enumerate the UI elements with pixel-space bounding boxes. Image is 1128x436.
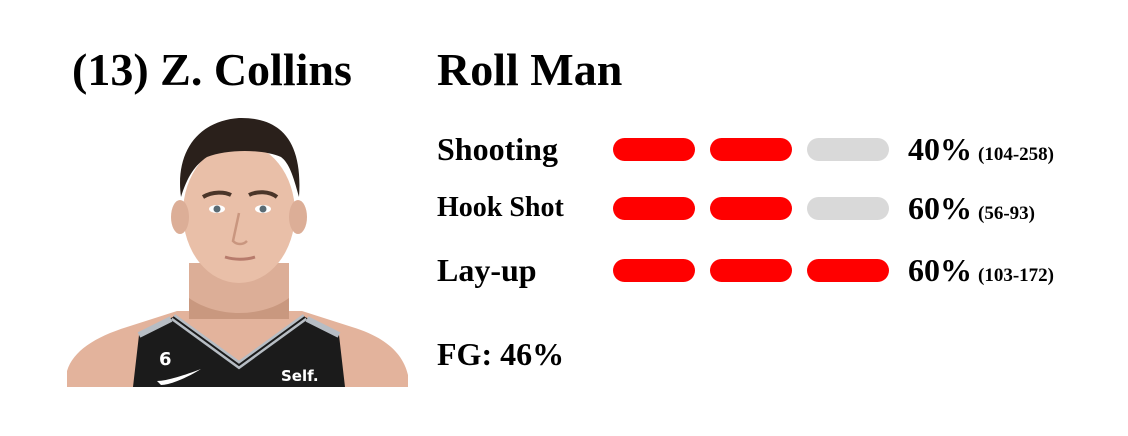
player-role: Roll Man xyxy=(437,44,623,95)
stat-row-hook-shot: Hook Shot 60% (56-93) xyxy=(437,188,1117,228)
hair xyxy=(180,117,300,197)
stat-bar-segment xyxy=(710,138,792,161)
stat-row-lay-up: Lay-up 60% (103-172) xyxy=(437,250,1117,290)
player-photo: 6 Self. xyxy=(67,117,408,387)
stat-percentage: 60% (103-172) xyxy=(908,250,1054,296)
stat-row-shooting: Shooting 40% (104-258) xyxy=(437,129,1117,169)
player-name: (13) Z. Collins xyxy=(72,44,352,95)
stat-bar-segment xyxy=(807,197,889,220)
neck xyxy=(189,263,289,319)
stat-bar-segment xyxy=(613,138,695,161)
stat-bar-segment xyxy=(807,138,889,161)
stat-percentage: 60% (56-93) xyxy=(908,188,1035,234)
stat-pct-value: 60% xyxy=(908,190,972,226)
stat-label: Lay-up xyxy=(437,252,537,288)
stat-pct-value: 60% xyxy=(908,252,972,288)
stat-bar-segment xyxy=(613,197,695,220)
jersey xyxy=(133,317,345,387)
stat-label: Shooting xyxy=(437,131,558,167)
stat-bar-segment xyxy=(807,259,889,282)
jersey-sponsor: Self. xyxy=(281,367,319,385)
stat-made-attempts: (56-93) xyxy=(978,203,1035,224)
stat-bar-segment xyxy=(613,259,695,282)
stat-pct-value: 40% xyxy=(908,131,972,167)
jersey-number: 6 xyxy=(159,349,172,370)
stat-percentage: 40% (104-258) xyxy=(908,129,1054,175)
stat-bar-segment xyxy=(710,197,792,220)
stat-made-attempts: (103-172) xyxy=(978,265,1054,286)
stat-label: Hook Shot xyxy=(437,192,564,223)
stat-bar-segment xyxy=(710,259,792,282)
swoosh-icon xyxy=(157,369,201,385)
field-goal-percentage: FG: 46% xyxy=(437,336,565,372)
stat-made-attempts: (104-258) xyxy=(978,144,1054,165)
